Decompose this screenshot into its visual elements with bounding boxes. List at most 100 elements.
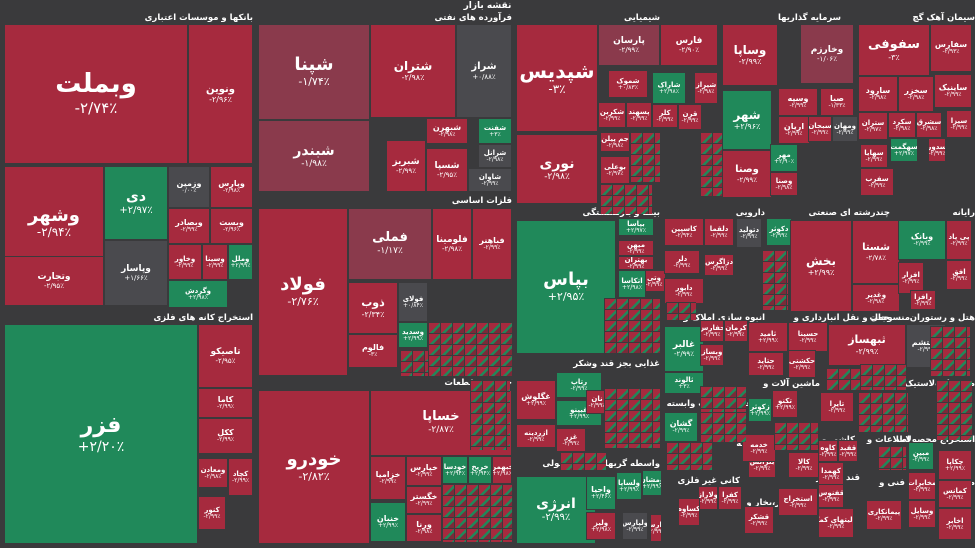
stock-tile[interactable]: شهر +۲/۹۶٪	[722, 90, 772, 150]
stock-tile[interactable]: وپاسار +۱/۶۶٪	[104, 240, 168, 306]
stock-tile[interactable]: ثالوند +۳٪	[664, 372, 704, 394]
stock-tile[interactable]: سفرب -۲/۹۹٪	[860, 168, 894, 196]
stock-tile[interactable]: کرمان -۲/۹۹٪	[724, 320, 748, 342]
stock-tile[interactable]: تکنو +۲/۹۹٪	[772, 390, 798, 418]
stock-tile[interactable]: ساینیک -۲/۹۹٪	[934, 74, 972, 108]
stock-tile[interactable]: ستران -۲/۹۷٪	[858, 112, 888, 140]
stock-tile[interactable]: میهن -۲/۹۹٪	[618, 240, 654, 256]
stock-tile[interactable]: حسینا -۲/۹۹٪	[788, 322, 828, 352]
stock-tile[interactable]: قرن -۲/۹۹٪	[678, 104, 702, 130]
stock-tile[interactable]: ککل -۲/۹۹٪	[198, 418, 253, 454]
stock-tile[interactable]: وارس-۲/۹۹٪	[650, 514, 662, 542]
stock-tile[interactable]: چکاپا +۲/۹۹٪	[938, 450, 972, 480]
stock-tile[interactable]: صبا -۱/۳۳٪	[820, 88, 854, 116]
stock-tile[interactable]: وزمین ۰/۰۰٪	[168, 166, 210, 208]
stock-tile[interactable]: پیمانکاری -۲/۹۹٪	[866, 500, 902, 530]
stock-tile[interactable]: بخش +۲/۹۹٪	[790, 220, 852, 312]
stock-tile[interactable]: خنبان +۲/۹۹٪	[370, 502, 406, 542]
stock-tile[interactable]: بهتران -۲/۹۹٪	[618, 256, 654, 270]
stock-tile[interactable]: وبساز -۲/۹۹٪	[700, 344, 724, 366]
stock-tile[interactable]: فولاد -۲/۷۶٪	[258, 208, 348, 376]
stock-tile[interactable]: کهمدا -۲/۹۹٪	[818, 462, 844, 486]
stock-tile[interactable]: خودرو -۲/۸۲٪	[258, 390, 370, 544]
stock-tile[interactable]: دابور -۲/۹۹٪	[664, 278, 704, 304]
stock-tile[interactable]: ولاراز -۲/۹۹٪	[698, 486, 718, 510]
stock-tile[interactable]: کاسپین -۲/۹۴٪	[664, 218, 704, 246]
stock-tile[interactable]: کاوه -۲/۹۹٪	[818, 440, 838, 462]
stock-tile[interactable]: وتجارت -۲/۹۵٪	[4, 256, 104, 306]
stock-tile[interactable]: شپنا -۱/۷۴٪	[258, 24, 370, 120]
stock-tile[interactable]: فولای +۰/۸۴٪	[398, 282, 428, 322]
stock-tile[interactable]: انرژی -۲/۹۹٪	[516, 476, 596, 544]
stock-tile[interactable]: تاصیکو -۲/۹۵٪	[198, 324, 253, 388]
stock-tile[interactable]: غگلوش +۲/۹۹٪	[516, 380, 556, 420]
stock-tile[interactable]: اتکاسا +۲/۹۸٪	[618, 270, 646, 298]
stock-tile[interactable]: وگردش +۲/۹۸٪	[168, 280, 228, 308]
stock-tile[interactable]: خزامیا -۲/۹۹٪	[370, 456, 406, 500]
stock-tile[interactable]: کساوه -۲/۹۹٪	[678, 498, 700, 526]
stock-tile[interactable]: وسدید +۲/۹۹٪	[398, 322, 428, 348]
stock-tile[interactable]: بپاسا +۲/۹۷٪	[618, 218, 654, 236]
stock-tile[interactable]: ولیز +۲/۹۸٪	[586, 512, 616, 540]
stock-tile[interactable]: غالبر -۲/۹۹٪	[664, 326, 704, 372]
stock-tile[interactable]: دتولید -۲/۹۹٪	[736, 218, 762, 248]
stock-tile[interactable]: سخزر -۲/۹۸٪	[898, 76, 934, 112]
stock-tile[interactable]: پسهند -۲/۹۹٪	[626, 102, 652, 128]
stock-tile[interactable]: سفارس -۲/۹۳٪	[930, 24, 972, 72]
stock-tile[interactable]: سیزا -۲/۹۹٪	[946, 110, 972, 138]
stock-tile[interactable]: وصنا -۲/۹۹٪	[722, 150, 772, 198]
stock-tile[interactable]: سهایا -۲/۹۹٪	[860, 144, 888, 168]
stock-tile[interactable]: خودسا +۲/۹۴٪	[442, 456, 468, 484]
stock-tile[interactable]: ونوین -۲/۹۶٪	[188, 24, 253, 164]
stock-tile[interactable]: فباهنر -۲/۹۹٪	[472, 208, 512, 280]
stock-tile[interactable]: بپاس +۲/۹۵٪	[516, 220, 616, 354]
stock-tile[interactable]: خپارس -۲/۹۹٪	[406, 456, 442, 486]
stock-tile[interactable]: سشرق -۲/۹۸٪	[916, 112, 942, 138]
stock-tile[interactable]: ورنا -۲/۹۸٪	[406, 514, 442, 542]
stock-tile[interactable]: مخابرات -۲/۹۹٪	[908, 472, 936, 500]
stock-tile[interactable]: شموک +۰/۸۳٪	[608, 70, 648, 98]
stock-tile[interactable]: وبست -۲/۹۶٪	[210, 208, 253, 244]
stock-tile[interactable]: کفرا -۲/۹۹٪	[718, 486, 742, 510]
stock-tile[interactable]: کالا -۲/۹۹٪	[788, 452, 820, 478]
stock-tile[interactable]: ازردینه -۲/۹۹٪	[516, 424, 556, 448]
stock-tile[interactable]: خریخ +۲/۹۴٪	[468, 456, 492, 484]
stock-tile[interactable]: وبملت -۲/۷۴٪	[4, 24, 188, 164]
stock-tile[interactable]: وپارس -۲/۹۸٪	[210, 166, 253, 208]
stock-tile[interactable]: کلر -۲/۹۹٪	[652, 104, 678, 128]
stock-tile[interactable]: فزر +۲/۲۰٪	[4, 324, 198, 544]
stock-tile[interactable]: حتاید -۲/۹۹٪	[748, 352, 784, 376]
stock-tile[interactable]: وساپا -۲/۹۹٪	[722, 24, 778, 86]
stock-tile[interactable]: کمانس -۲/۹۹٪	[938, 480, 972, 508]
stock-tile[interactable]: شفنت +۳٪	[478, 118, 512, 144]
stock-tile[interactable]: وغدیر -۲/۹۸٪	[852, 284, 900, 312]
stock-tile[interactable]: ذوب -۲/۳۴٪	[348, 282, 398, 334]
stock-tile[interactable]: وسپه -۲/۹۹٪	[778, 88, 818, 116]
stock-tile[interactable]: قفبد -۲/۹۹٪	[838, 440, 858, 462]
stock-tile[interactable]: وخاور -۲/۹۹٪	[168, 244, 202, 280]
stock-tile[interactable]: وخارزم -۱/۰۶٪	[800, 24, 854, 84]
stock-tile[interactable]: شبریز -۲/۹۹٪	[386, 140, 426, 192]
stock-tile[interactable]: دلر -۲/۹۹٪	[664, 250, 700, 274]
stock-tile[interactable]: سهگمت +۲/۹۷٪	[890, 138, 918, 162]
stock-tile[interactable]: شبندر -۱/۹۸٪	[258, 120, 370, 192]
stock-tile[interactable]: مبین -۲/۹۹٪	[908, 442, 934, 470]
stock-tile[interactable]: افق -۲/۹۹٪	[946, 260, 972, 290]
stock-tile[interactable]: دکوثر -۲/۹۹٪	[766, 218, 792, 246]
stock-tile[interactable]: وملل +۲/۹۹٪	[228, 244, 253, 280]
stock-tile[interactable]: ومهان -۲/۹۹٪	[832, 116, 858, 142]
stock-tile[interactable]: سفوفی -۳٪	[858, 24, 930, 76]
stock-tile[interactable]: سکرد -۲/۹۸٪	[888, 112, 916, 138]
stock-tile[interactable]: شاراک +۲/۹۸٪	[652, 72, 686, 104]
stock-tile[interactable]: مهر +۲/۹۰٪	[770, 144, 798, 172]
stock-tile[interactable]: تایرا -۲/۹۹٪	[820, 392, 854, 422]
stock-tile[interactable]: فعالیتهای کمکی-۲/۹۹٪	[818, 508, 854, 538]
stock-tile[interactable]: جم پیلن -۲/۹۸٪	[600, 132, 630, 152]
stock-tile[interactable]: پارسان -۲/۹۹٪	[598, 24, 660, 66]
stock-tile[interactable]: خبهمن+۲/۹۸٪	[492, 456, 512, 484]
stock-tile[interactable]: وبانک -۲/۹۹٪	[898, 220, 946, 260]
stock-tile[interactable]: افزار -۲/۹۹٪	[898, 262, 924, 294]
stock-tile[interactable]: شیراز -۲/۹۸٪	[694, 72, 718, 104]
stock-tile[interactable]: شستا -۲/۷۸٪	[852, 220, 900, 284]
stock-tile[interactable]: اخابر -۲/۹۹٪	[938, 508, 972, 540]
